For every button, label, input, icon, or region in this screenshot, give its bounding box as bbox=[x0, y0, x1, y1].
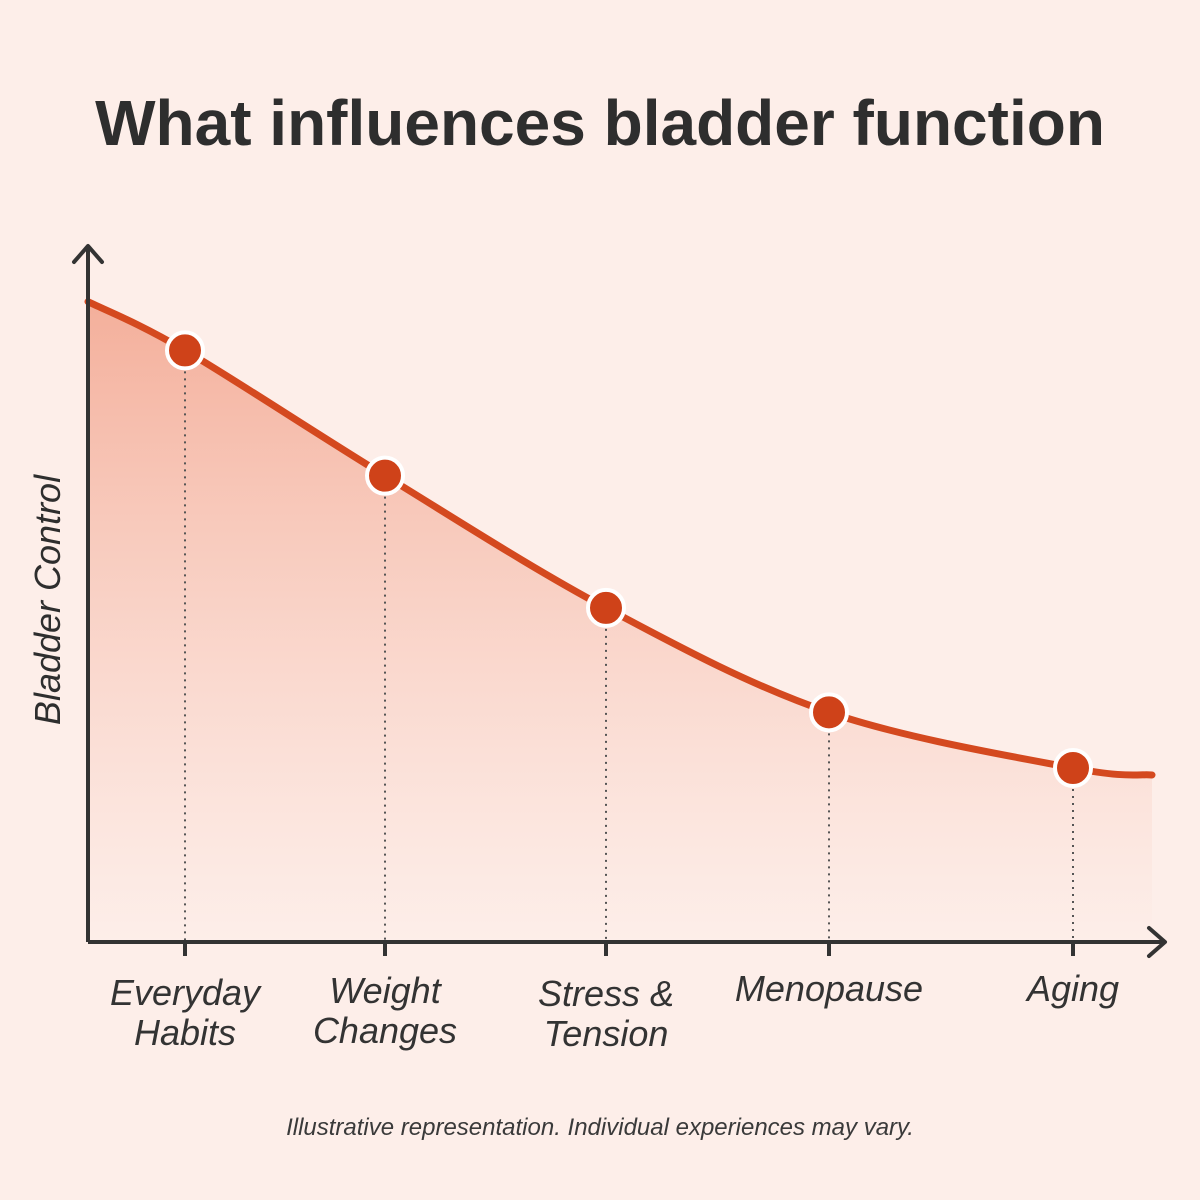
footnote: Illustrative representation. Individual … bbox=[286, 1114, 914, 1141]
x-ticks bbox=[183, 942, 1075, 956]
y-axis-label: Bladder Control bbox=[27, 474, 68, 725]
data-point bbox=[809, 692, 849, 733]
data-point bbox=[165, 330, 205, 371]
x-tick-label: Menopause bbox=[735, 968, 923, 1009]
x-tick-label: Stress & Tension bbox=[538, 973, 674, 1054]
data-point bbox=[1053, 748, 1093, 788]
data-point bbox=[365, 455, 405, 496]
chart-title: What influences bladder function bbox=[95, 87, 1105, 159]
x-tick-labels: Everyday Habits Weight Changes Stress & Tensi… bbox=[110, 968, 1119, 1054]
axes bbox=[72, 244, 1167, 958]
x-tick-label: Aging bbox=[1025, 968, 1119, 1009]
x-axis-arrow bbox=[1147, 926, 1167, 958]
y-axis-arrow bbox=[72, 244, 104, 264]
x-tick-label: Everyday Habits bbox=[110, 972, 262, 1053]
data-point bbox=[586, 587, 626, 628]
drop-lines bbox=[184, 350, 1074, 942]
plot-area bbox=[84, 298, 1156, 942]
data-points bbox=[165, 330, 1093, 788]
x-tick-label: Weight Changes bbox=[313, 970, 457, 1051]
